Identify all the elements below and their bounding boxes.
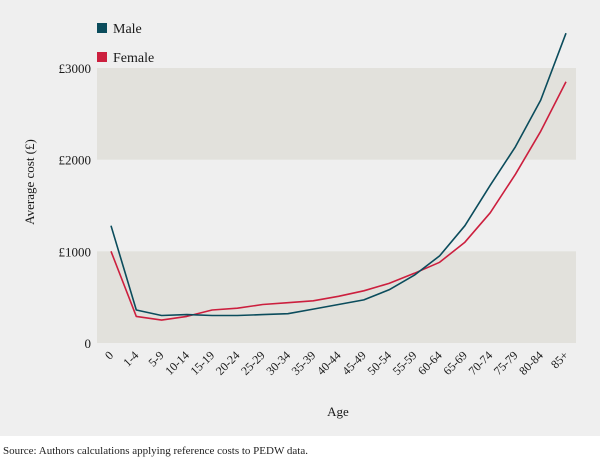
x-tick-label: 85+: [548, 348, 571, 371]
source-note: Source: Authors calculations applying re…: [3, 445, 308, 457]
y-tick-label: £2000: [59, 153, 92, 168]
background-bands: [97, 68, 576, 343]
x-tick-label: 15-19: [188, 348, 218, 378]
x-tick-label: 20-24: [213, 348, 243, 378]
chart-panel: 0 £1000 £2000 £3000 0 1-4 5-9 10-14 15-19 20-24 2…: [0, 0, 600, 436]
y-axis: 0 £1000 £2000 £3000: [59, 61, 92, 351]
x-tick-label: 65-69: [440, 348, 470, 378]
x-tick-label: 30-34: [263, 348, 293, 378]
y-tick-label: 0: [85, 336, 92, 351]
x-tick-label: 0: [102, 348, 116, 362]
legend-swatch-female: [97, 52, 107, 62]
x-tick-label: 40-44: [314, 348, 344, 378]
x-tick-label: 10-14: [162, 348, 192, 378]
x-tick-label: 1-4: [120, 348, 141, 369]
x-tick-label: 75-79: [491, 348, 521, 378]
series-line-male: [110, 32, 567, 317]
y-axis-label: Average cost (£): [22, 139, 37, 225]
series-line-female: [110, 81, 567, 321]
legend-swatch-male: [97, 23, 107, 33]
x-tick-label: 80-84: [516, 348, 546, 378]
legend: Male Female: [97, 22, 154, 66]
legend-label-female: Female: [113, 51, 154, 66]
x-tick-label: 25-29: [238, 348, 268, 378]
x-tick-label: 45-49: [339, 348, 369, 378]
y-tick-label: £1000: [59, 244, 92, 259]
x-tick-label: 70-74: [466, 348, 496, 378]
x-tick-label: 50-54: [364, 348, 394, 378]
y-tick-label: £3000: [59, 61, 92, 76]
x-axis-label: Age: [327, 404, 349, 419]
x-tick-label: 35-39: [289, 348, 319, 378]
x-tick-label: 60-64: [415, 348, 445, 378]
legend-label-male: Male: [113, 22, 142, 37]
x-axis: 0 1-4 5-910-1415-1920-2425-2930-3435-3940-…: [102, 348, 571, 378]
line-chart: 0£1000£2000£3000 0 1-4 5-910-1415-1920-242…: [22, 22, 576, 419]
band-1: [97, 68, 576, 160]
x-tick-label: 55-59: [390, 348, 420, 378]
series-lines: [110, 32, 567, 321]
